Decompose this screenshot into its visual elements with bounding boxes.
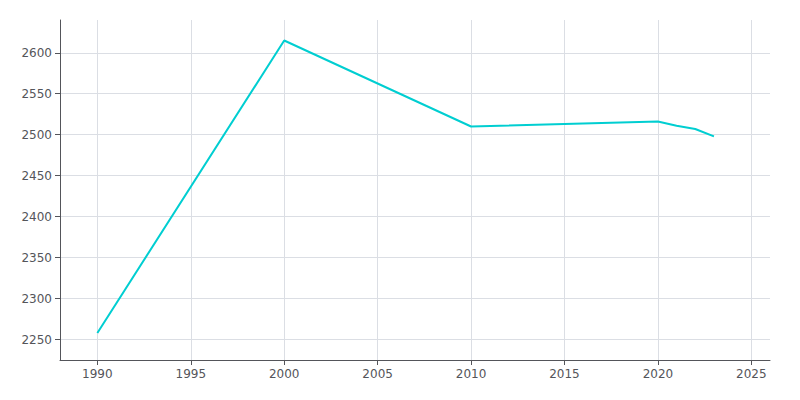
svg-text:2010: 2010: [456, 367, 487, 381]
svg-text:2300: 2300: [21, 292, 52, 306]
svg-text:2400: 2400: [21, 210, 52, 224]
svg-text:2550: 2550: [21, 87, 52, 101]
svg-text:2450: 2450: [21, 169, 52, 183]
svg-text:2000: 2000: [269, 367, 300, 381]
svg-text:2500: 2500: [21, 128, 52, 142]
svg-text:2350: 2350: [21, 251, 52, 265]
svg-text:2250: 2250: [21, 333, 52, 347]
svg-text:2600: 2600: [21, 46, 52, 60]
svg-text:1990: 1990: [82, 367, 113, 381]
svg-text:2020: 2020: [643, 367, 674, 381]
svg-text:2025: 2025: [736, 367, 767, 381]
svg-text:2015: 2015: [549, 367, 580, 381]
svg-text:2005: 2005: [362, 367, 393, 381]
svg-text:1995: 1995: [176, 367, 207, 381]
